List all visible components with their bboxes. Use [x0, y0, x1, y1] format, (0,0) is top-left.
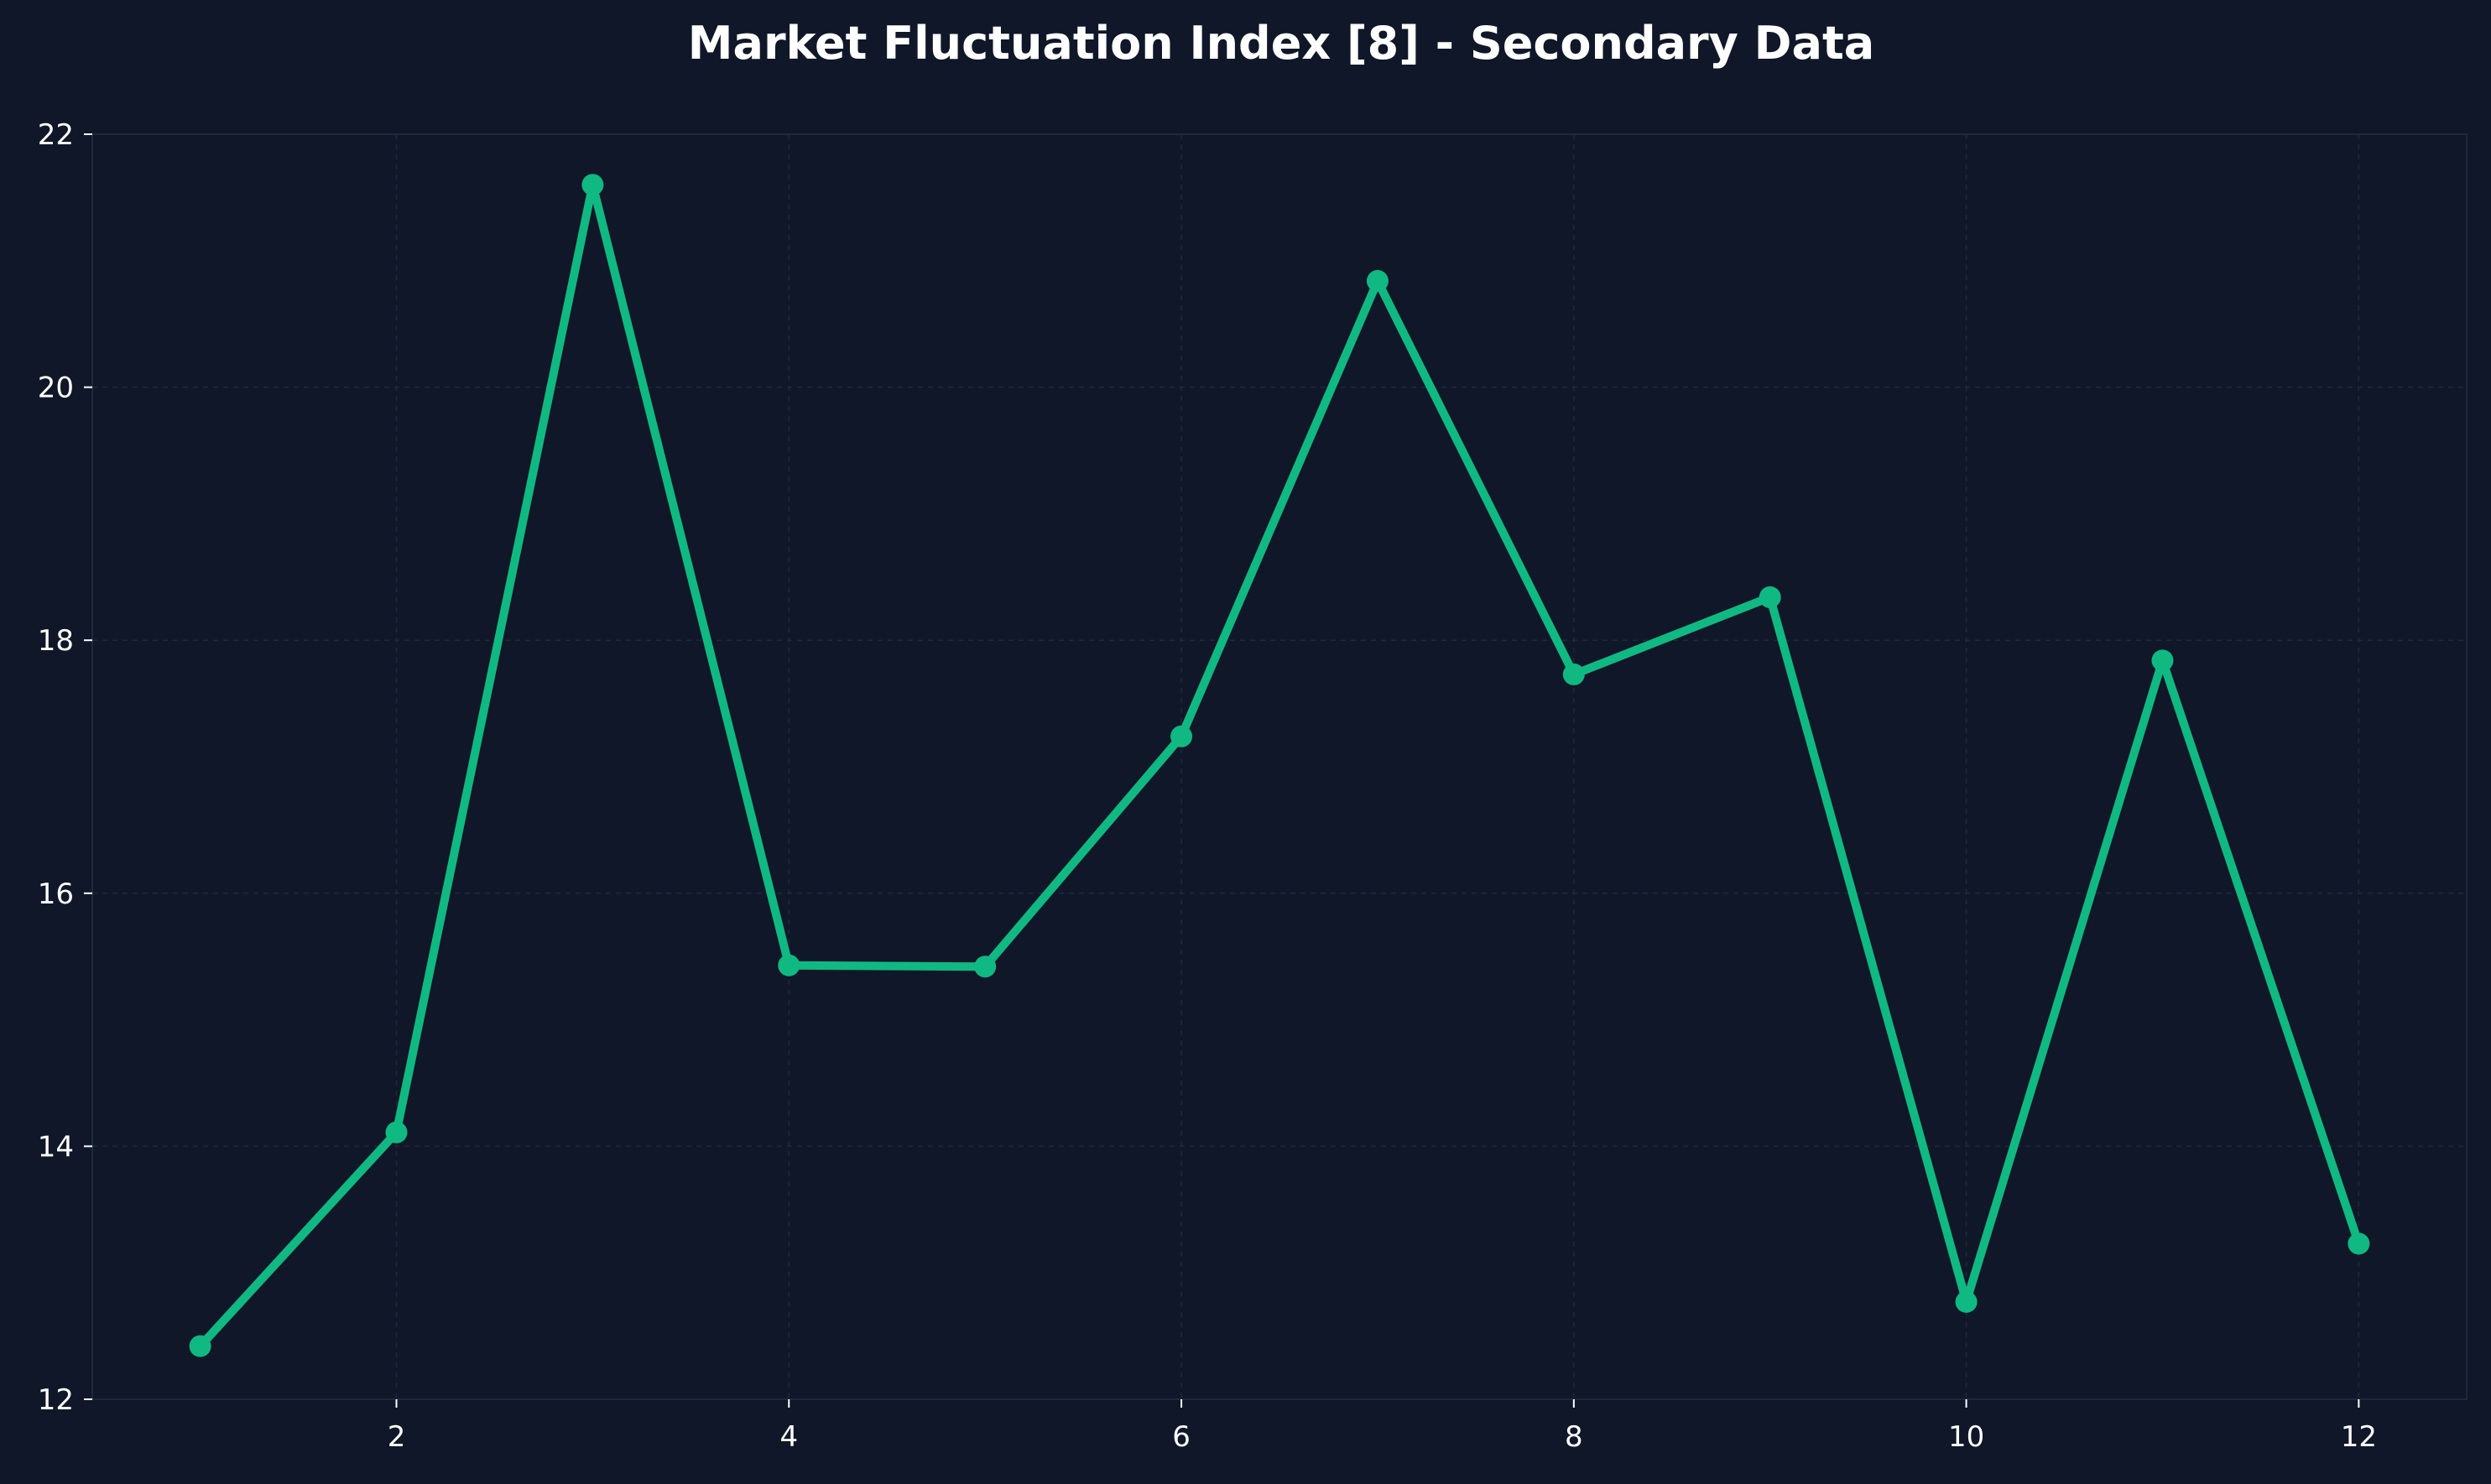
- x-tick-label: 2: [388, 1420, 406, 1454]
- y-tick-label: 20: [38, 372, 74, 405]
- y-tick-label: 16: [38, 877, 74, 911]
- data-point: [1562, 663, 1585, 685]
- x-axis: 2 4 6 8 10 12: [388, 1399, 2377, 1454]
- x-tick-label: 12: [2341, 1420, 2377, 1454]
- data-point: [189, 1335, 211, 1357]
- chart-title: Market Fluctuation Index [8] - Secondary…: [688, 17, 1874, 70]
- data-point: [581, 174, 604, 196]
- x-tick-label: 10: [1948, 1420, 1984, 1454]
- data-point: [385, 1121, 408, 1143]
- data-point: [1759, 586, 1781, 608]
- data-point: [1170, 725, 1193, 747]
- y-tick-label: 18: [38, 624, 74, 658]
- y-axis: 12 14 16 18 20 22: [38, 118, 92, 1417]
- data-point: [778, 954, 800, 976]
- data-point: [2348, 1232, 2370, 1255]
- x-tick-label: 4: [779, 1420, 798, 1454]
- x-tick-label: 8: [1565, 1420, 1583, 1454]
- series-line: [195, 180, 2363, 1351]
- plot-frame: [91, 133, 2468, 1400]
- y-tick-label: 12: [38, 1383, 74, 1417]
- y-tick-label: 14: [38, 1130, 74, 1164]
- series-layer: [189, 174, 2370, 1357]
- data-point: [974, 955, 997, 978]
- x-tick-label: 6: [1172, 1420, 1191, 1454]
- data-point: [1366, 269, 1389, 292]
- data-point: [1955, 1290, 1978, 1313]
- y-tick-label: 22: [38, 118, 74, 152]
- data-point: [2151, 649, 2174, 672]
